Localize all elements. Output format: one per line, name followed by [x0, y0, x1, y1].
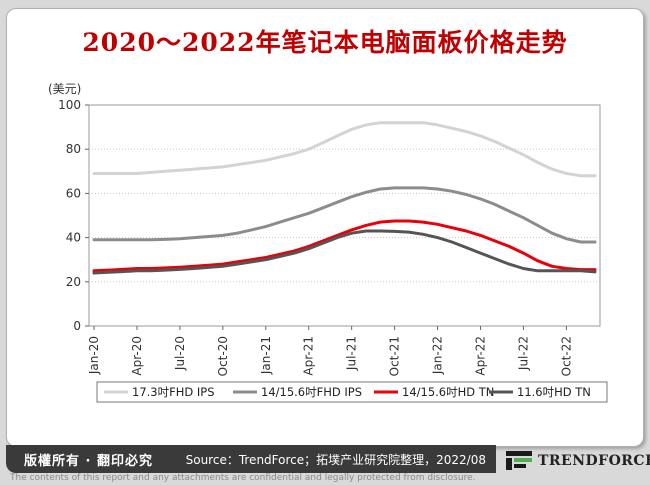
x-tick-label: Jan-20 [87, 336, 101, 375]
brand-logo: TRENDFORCE [500, 448, 650, 472]
x-tick-label: Jul-20 [173, 336, 187, 371]
legend-label-1: 17.3吋FHD IPS [132, 385, 215, 399]
x-tick-label: Apr-22 [473, 336, 487, 376]
y-tick-label: 0 [73, 319, 81, 333]
y-tick-label: 60 [66, 186, 81, 200]
x-tick-label: Apr-20 [130, 336, 144, 376]
legend-label-3: 14/15.6吋HD TN [402, 385, 494, 399]
chart-title: 2020～2022年笔记本电脑面板价格走势 [82, 28, 568, 57]
x-tick-label: Jul-22 [516, 336, 530, 371]
x-tick-label: Oct-22 [559, 336, 573, 376]
x-tick-label: Apr-21 [302, 336, 316, 376]
copyright-notice: 版權所有 · 翻印必究 [24, 454, 153, 469]
footer-bar: 版權所有 · 翻印必究 Source：TrendForce；拓墣产业研究院整理，… [6, 445, 496, 473]
legend-label-4: 11.6吋HD TN [517, 385, 591, 399]
trendforce-logo-icon [506, 451, 532, 470]
disclaimer: The contents of this report and any atta… [10, 473, 476, 483]
legend-label-2: 14/15.6吋FHD IPS [261, 385, 362, 399]
y-tick-label: 100 [58, 98, 81, 112]
series-line-3 [92, 219, 597, 273]
legend-box [96, 381, 608, 403]
chart-card: 2020～2022年笔记本电脑面板价格走势 [6, 8, 644, 447]
x-tick-label: Oct-20 [216, 336, 230, 376]
series-line-4 [92, 229, 597, 275]
x-tick-label: Jan-22 [431, 336, 445, 375]
y-tick-label: 80 [66, 142, 81, 156]
y-tick-label: 20 [66, 275, 81, 289]
plot-area [88, 104, 601, 327]
x-tick-label: Jul-21 [345, 336, 359, 371]
y-axis-label: (美元) [48, 82, 81, 96]
x-tick-label: Jan-21 [259, 336, 273, 375]
brand-name: TRENDFORCE [538, 453, 650, 469]
line-chart: 0 20 40 60 80 100 (美元) Jan-20 Apr-20 Jul-20 Oct-20… [48, 82, 608, 403]
series-line-1 [92, 121, 597, 178]
source-note: Source：TrendForce；拓墣产业研究院整理，2022/08 [185, 453, 486, 467]
x-tick-label: Oct-21 [388, 336, 402, 376]
series-line-2 [92, 186, 597, 244]
y-tick-label: 40 [66, 231, 81, 245]
